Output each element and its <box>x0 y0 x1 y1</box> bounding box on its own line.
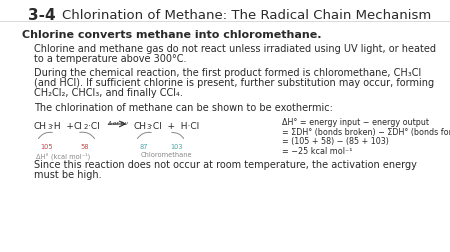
Text: ·Cl: ·Cl <box>88 121 100 131</box>
Text: During the chemical reaction, the first product formed is chloromethane, CH₃Cl: During the chemical reaction, the first … <box>34 68 421 78</box>
Text: 105: 105 <box>40 143 53 149</box>
Text: Since this reaction does not occur at room temperature, the activation energy: Since this reaction does not occur at ro… <box>34 159 417 169</box>
Text: 87: 87 <box>139 143 148 149</box>
Text: to a temperature above 300°C.: to a temperature above 300°C. <box>34 54 186 64</box>
Text: Chloromethane: Chloromethane <box>141 151 193 158</box>
Text: ΔH° = energy input − energy output: ΔH° = energy input − energy output <box>282 117 429 127</box>
Text: Δ or hν: Δ or hν <box>107 120 128 125</box>
Text: CH: CH <box>133 121 146 131</box>
Text: Chlorination of Methane: The Radical Chain Mechanism: Chlorination of Methane: The Radical Cha… <box>62 9 431 22</box>
Text: 2: 2 <box>84 123 88 130</box>
Text: Chlorine converts methane into chloromethane.: Chlorine converts methane into chloromet… <box>22 30 321 40</box>
Text: (and HCl). If sufficient chlorine is present, further substitution may occur, fo: (and HCl). If sufficient chlorine is pre… <box>34 78 434 88</box>
Text: 58: 58 <box>80 143 89 149</box>
Text: = (105 + 58) − (85 + 103): = (105 + 58) − (85 + 103) <box>282 137 389 145</box>
Text: 3: 3 <box>47 123 51 130</box>
Text: Cl: Cl <box>74 121 83 131</box>
Text: ·Cl  +  H·Cl: ·Cl + H·Cl <box>150 121 199 131</box>
Text: CH: CH <box>34 121 47 131</box>
Text: = −25 kcal mol⁻¹: = −25 kcal mol⁻¹ <box>282 146 352 155</box>
Text: 3-4: 3-4 <box>28 8 56 23</box>
Text: Chlorine and methane gas do not react unless irradiated using UV light, or heate: Chlorine and methane gas do not react un… <box>34 44 436 54</box>
Text: = ΣDH° (bonds broken) − ΣDH° (bonds formed): = ΣDH° (bonds broken) − ΣDH° (bonds form… <box>282 127 450 136</box>
Text: ·H  +: ·H + <box>51 121 74 131</box>
Text: ΔH° (kcal mol⁻¹): ΔH° (kcal mol⁻¹) <box>36 151 90 159</box>
Text: 3: 3 <box>146 123 150 130</box>
Text: CH₂Cl₂, CHCl₃, and finally CCl₄.: CH₂Cl₂, CHCl₃, and finally CCl₄. <box>34 88 183 98</box>
Text: The chlorination of methane can be shown to be exothermic:: The chlorination of methane can be shown… <box>34 103 333 113</box>
Text: 103: 103 <box>170 143 183 149</box>
Text: must be high.: must be high. <box>34 169 102 179</box>
